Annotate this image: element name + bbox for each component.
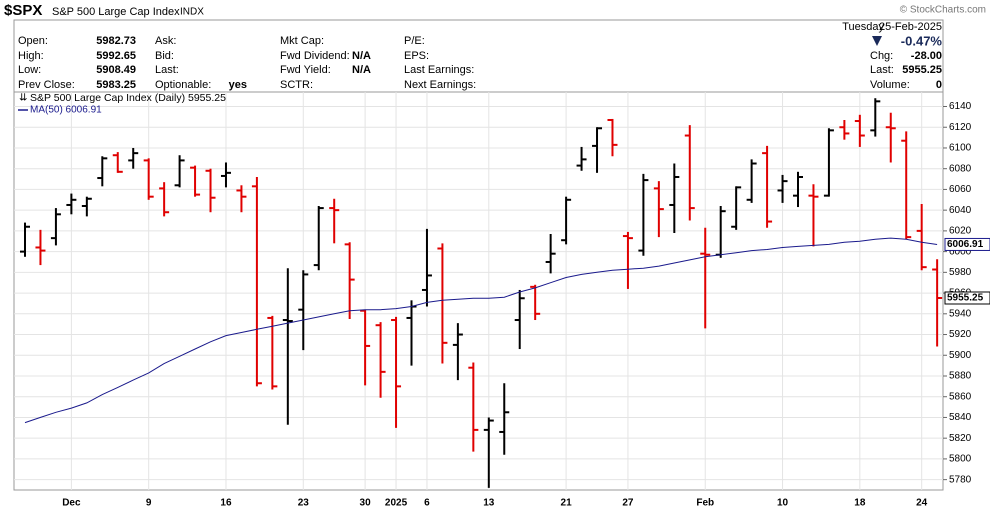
index-name: S&P 500 Large Cap Index <box>52 6 180 18</box>
x-tick-label: 9 <box>146 498 152 509</box>
y-tick-label: 5900 <box>949 350 972 361</box>
quote-label: SCTR: <box>280 79 313 91</box>
quote-label: Fwd Dividend: <box>280 50 350 62</box>
quote-value: N/A <box>352 50 371 62</box>
quote-value: 0 <box>936 79 942 91</box>
down-arrow <box>872 36 882 46</box>
x-tick-label: 23 <box>298 498 310 509</box>
watermark: © StockCharts.com <box>900 5 986 16</box>
exchange: INDX <box>180 7 204 18</box>
x-tick-label: 30 <box>360 498 372 509</box>
y-tick-label: 6100 <box>949 143 972 154</box>
quote-label: Last: <box>870 64 894 76</box>
x-tick-label: 6 <box>424 498 430 509</box>
y-tick-label: 6060 <box>949 184 972 195</box>
y-tick-label: 5820 <box>949 433 972 444</box>
quote-label: Prev Close: <box>18 79 75 91</box>
legend-entry: MA(50) 6006.91 <box>30 105 102 116</box>
quote-value: 5982.73 <box>96 35 136 47</box>
y-tick-label: 6040 <box>949 205 972 216</box>
y-tick-label: 6120 <box>949 122 972 133</box>
quote-value: N/A <box>352 64 371 76</box>
x-tick-label: 27 <box>622 498 634 509</box>
x-tick-label: 18 <box>854 498 866 509</box>
value-tag-label: 6006.91 <box>947 239 984 250</box>
legend-icon: ⇊ <box>19 93 27 104</box>
y-tick-label: 5980 <box>949 267 972 278</box>
y-tick-label: 5920 <box>949 329 972 340</box>
quote-value: 5992.65 <box>96 50 136 62</box>
x-tick-label: 24 <box>916 498 928 509</box>
y-tick-label: 6140 <box>949 101 972 112</box>
legend-entry: S&P 500 Large Cap Index (Daily) 5955.25 <box>30 92 226 104</box>
quote-label: EPS: <box>404 50 429 62</box>
y-tick-label: 6080 <box>949 163 972 174</box>
y-tick-label: 6000 <box>949 246 972 257</box>
quote-label: Last: <box>155 64 179 76</box>
y-tick-label: 5880 <box>949 371 972 382</box>
y-tick-label: 5940 <box>949 308 972 319</box>
y-tick-label: 5780 <box>949 474 972 485</box>
x-tick-label: 2025 <box>385 498 408 509</box>
quote-label: Next Earnings: <box>404 79 476 91</box>
quote-label: High: <box>18 50 44 62</box>
quote-value: yes <box>229 79 247 91</box>
x-tick-label: 10 <box>777 498 789 509</box>
value-tag <box>944 291 990 305</box>
y-tick-label: 5800 <box>949 454 972 465</box>
quote-label: Chg: <box>870 50 893 62</box>
quote-label: Last Earnings: <box>404 64 474 76</box>
change-pct: -0.47% <box>901 33 943 48</box>
x-tick-label: Feb <box>696 498 714 509</box>
quote-label: Ask: <box>155 35 176 47</box>
quote-label: Volume: <box>870 79 910 91</box>
quote-label: Open: <box>18 35 48 47</box>
quote-label: Bid: <box>155 50 174 62</box>
y-tick-label: 5860 <box>949 391 972 402</box>
quote-label: Mkt Cap: <box>280 35 324 47</box>
value-tag <box>944 237 990 251</box>
quote-label: Optionable: <box>155 79 211 91</box>
quote-value: 5955.25 <box>902 64 942 76</box>
value-tag-label: 5955.25 <box>947 293 984 304</box>
quote-label: Fwd Yield: <box>280 64 331 76</box>
quote-value: -28.00 <box>911 50 942 62</box>
quote-value: 5983.25 <box>96 79 136 91</box>
quote-panel <box>13 19 944 93</box>
quote-value: 5908.49 <box>96 64 136 76</box>
x-tick-label: 21 <box>561 498 573 509</box>
y-tick-label: 5840 <box>949 412 972 423</box>
x-tick-label: Dec <box>62 498 81 509</box>
symbol: $SPX <box>4 2 42 19</box>
quote-label: Low: <box>18 64 41 76</box>
plot-area <box>13 91 944 491</box>
quote-date: 25-Feb-2025 <box>879 21 942 33</box>
y-tick-label: 6020 <box>949 226 972 237</box>
x-tick-label: 16 <box>220 498 232 509</box>
quote-label: P/E: <box>404 35 425 47</box>
ma-line <box>24 237 938 424</box>
quote-day: Tuesday <box>842 21 884 33</box>
x-tick-label: 13 <box>483 498 495 509</box>
